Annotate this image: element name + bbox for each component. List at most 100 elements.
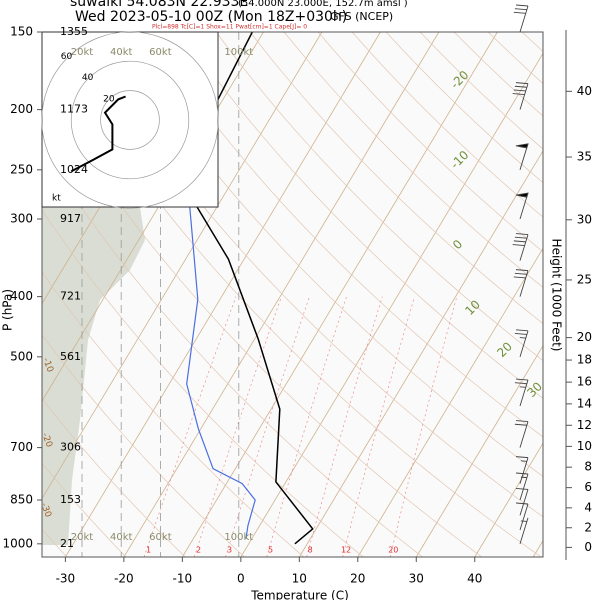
barb-full (514, 8, 527, 11)
y-axis-title: P (hPa) (1, 289, 15, 331)
dry-adiabat (42, 147, 423, 557)
wind-barb (512, 233, 529, 261)
dry-adiabat (283, 32, 543, 288)
isotherm (357, 247, 543, 557)
barb-full (515, 4, 529, 7)
dry-adiabat (45, 32, 542, 557)
mixing-ratio-label: 8 (308, 546, 313, 555)
y2-tick-label: 35 (577, 150, 592, 164)
isotherm (474, 442, 543, 557)
y2-tick-label: 6 (584, 480, 592, 494)
x-tick-label: 40 (467, 572, 482, 586)
level-height: 561 (60, 350, 81, 363)
level-height: 1173 (60, 103, 88, 116)
barb-full (514, 423, 527, 426)
isotherm (298, 150, 543, 557)
barb-full (514, 236, 527, 239)
x-tick-label: 0 (237, 572, 245, 586)
knot-marker-label: 60kt (149, 532, 172, 543)
isotherm (415, 345, 543, 557)
mixing-ratio-line (342, 296, 415, 557)
barb-full (514, 333, 527, 335)
y-tick-label: 150 (10, 25, 33, 39)
barb-full (515, 269, 529, 272)
wind-barb (514, 378, 529, 407)
location-note: (54.000N 23.000E, 152.7m amsl ) (238, 0, 408, 9)
isotherm-label: -30 (38, 502, 53, 519)
isotherm (240, 52, 543, 557)
y2-tick-label: 20 (577, 330, 592, 344)
barb-full (515, 487, 529, 490)
dry-adiabat (42, 271, 305, 557)
y2-tick-label: 40 (577, 84, 592, 98)
barb-full (513, 240, 526, 243)
wind-barb (514, 329, 529, 357)
barb-full (515, 472, 529, 475)
isotherm-label: -10 (40, 357, 55, 374)
barb-staff (519, 457, 529, 484)
plot-layer (42, 32, 600, 557)
x-tick-label: 30 (409, 572, 424, 586)
isotherm (182, 32, 498, 557)
knot-marker-label: 20kt (71, 47, 94, 58)
wind-barb (513, 4, 529, 33)
wind-barb (515, 192, 529, 220)
mixing-ratio-label: 3 (227, 546, 232, 555)
y2-tick-label: 10 (577, 439, 592, 453)
title: suwalki 54.083N 22.933E (70, 0, 248, 10)
isotherm (65, 32, 381, 557)
barb-full (515, 233, 529, 236)
dry-adiabat (317, 32, 543, 253)
barb-half (519, 337, 526, 339)
barb-staff (519, 421, 529, 448)
wind-barb (515, 502, 529, 531)
isotherm (592, 32, 600, 557)
barb-full (512, 244, 525, 246)
wind-barb (513, 269, 529, 297)
dry-adiabat (42, 334, 245, 557)
barb-full (515, 329, 529, 332)
mixing-ratio-line (143, 296, 237, 557)
dry-adiabat (79, 32, 543, 518)
wind-barb (515, 487, 529, 516)
isotherm (123, 32, 440, 557)
hodograph-trace (70, 95, 126, 173)
barb-staff (519, 330, 529, 357)
dry-adiabat (42, 462, 127, 557)
barb-staff (519, 234, 529, 261)
mixing-ratio-line (389, 296, 458, 557)
barb-staff (519, 517, 529, 544)
hodograph-ring (41, 31, 219, 209)
plot-frame (41, 31, 544, 558)
hodograph-ring (70, 60, 190, 180)
y2-tick-label: 25 (577, 272, 592, 286)
y-tick-label: 1000 (2, 536, 33, 550)
y-tick-label: 850 (10, 492, 33, 506)
wind-barb (514, 420, 529, 448)
barb-staff (519, 489, 529, 516)
x-tick-label: 20 (350, 572, 365, 586)
level-height: 1024 (60, 163, 88, 176)
barb-staff (519, 473, 529, 501)
x-tick-label: -10 (173, 572, 193, 586)
mixing-ratio-line (306, 296, 383, 557)
mixing-ratio-label: 5 (268, 546, 273, 555)
x-tick-label: -30 (56, 572, 76, 586)
mixing-ratio-line (193, 296, 282, 557)
y-tick-label: 500 (10, 349, 33, 363)
y2-axis-title: Height (1000 Feet) (550, 239, 564, 352)
level-height: 917 (60, 212, 81, 225)
barb-full (515, 502, 529, 505)
dry-adiabat (147, 32, 543, 438)
wind-barb (515, 143, 529, 170)
level-height: 721 (60, 290, 81, 303)
indices: Plcl=898 Tc[C]=1 Shox=11 Pwat[cm]=1 Cape… (152, 24, 307, 31)
y2-tick-label: 12 (577, 418, 592, 432)
mixing-ratio-label: 12 (341, 546, 351, 555)
barb-staff (519, 270, 529, 297)
y2-tick-label: 0 (584, 540, 592, 554)
barb-staff (519, 379, 529, 407)
mixing-ratio-label: 2 (196, 546, 201, 555)
barb-full (512, 93, 525, 95)
